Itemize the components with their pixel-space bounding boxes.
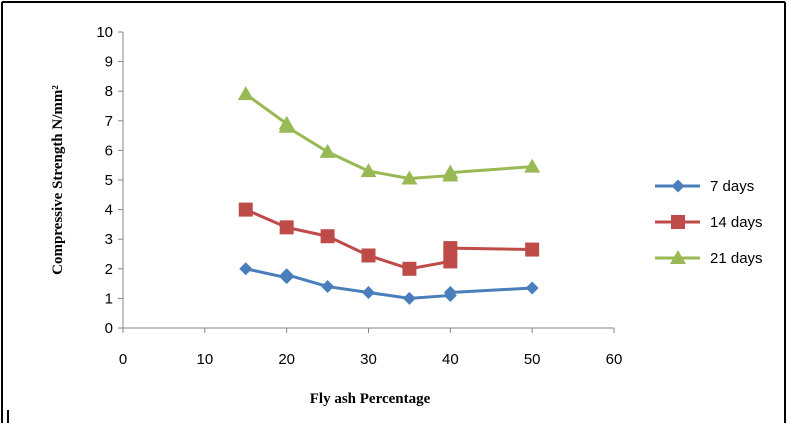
data-point-14-days	[279, 220, 294, 235]
data-point-21-days	[401, 170, 418, 185]
plot-area: 0 1 2 3 4 5 6 7 8 9 10 0 10 20 30 40 50 60 7 days 14 days 21…	[96, 24, 762, 368]
data-point-14-days	[443, 254, 458, 269]
data-point-14-days	[361, 248, 376, 263]
legend-label-14-days: 14 days	[710, 214, 763, 231]
legend-marker-21-days	[670, 250, 686, 264]
data-point-7-days	[443, 285, 457, 299]
data-point-21-days	[278, 118, 295, 133]
x-tick-label: 30	[360, 351, 377, 368]
series-7-days	[239, 262, 539, 305]
y-tick-label: 3	[105, 231, 113, 248]
y-tick-label: 4	[105, 202, 113, 219]
data-point-14-days	[443, 241, 458, 256]
legend-entry-14-days: 14 days	[655, 214, 763, 231]
x-tick-label: 60	[606, 351, 623, 368]
y-tick-label: 0	[105, 320, 113, 337]
legend-label-21-days: 21 days	[710, 250, 763, 267]
y-tick-label: 9	[105, 54, 113, 71]
data-point-7-days	[525, 281, 539, 295]
x-tick-label: 10	[196, 351, 213, 368]
legend-marker-7-days	[671, 179, 685, 193]
data-point-7-days	[402, 291, 416, 305]
legend-entry-7-days: 7 days	[655, 178, 754, 195]
y-tick-label: 5	[105, 172, 113, 189]
data-point-14-days	[320, 229, 335, 244]
data-point-7-days	[362, 285, 375, 299]
data-point-21-days	[319, 143, 336, 158]
y-axis-title: Compressive Strength N/mm²	[50, 85, 66, 275]
x-tick-label: 0	[119, 351, 127, 368]
x-tick-label: 40	[442, 351, 459, 368]
y-tick-label: 1	[105, 290, 113, 307]
y-tick-label: 2	[105, 261, 113, 278]
data-point-14-days	[525, 242, 540, 257]
data-point-7-days	[280, 268, 294, 282]
y-tick-label: 6	[105, 142, 113, 159]
x-axis-title: Fly ash Percentage	[310, 391, 431, 407]
legend-label-7-days: 7 days	[710, 178, 754, 195]
data-point-14-days	[238, 202, 253, 217]
legend-marker-14-days	[671, 215, 685, 229]
data-point-21-days	[360, 163, 377, 178]
series-14-days	[238, 202, 540, 276]
y-tick-label: 7	[105, 113, 113, 130]
data-point-21-days	[442, 164, 459, 179]
x-tick-label: 50	[524, 351, 541, 368]
data-point-21-days	[524, 158, 541, 173]
x-tick-label: 20	[278, 351, 295, 368]
data-point-14-days	[402, 261, 417, 276]
data-point-21-days	[237, 86, 254, 101]
y-tick-label: 8	[105, 83, 113, 100]
data-point-7-days	[239, 262, 253, 276]
data-point-7-days	[321, 280, 335, 294]
y-tick-label: 10	[96, 24, 113, 41]
legend-entry-21-days: 21 days	[655, 250, 763, 267]
series-21-days	[237, 86, 541, 185]
